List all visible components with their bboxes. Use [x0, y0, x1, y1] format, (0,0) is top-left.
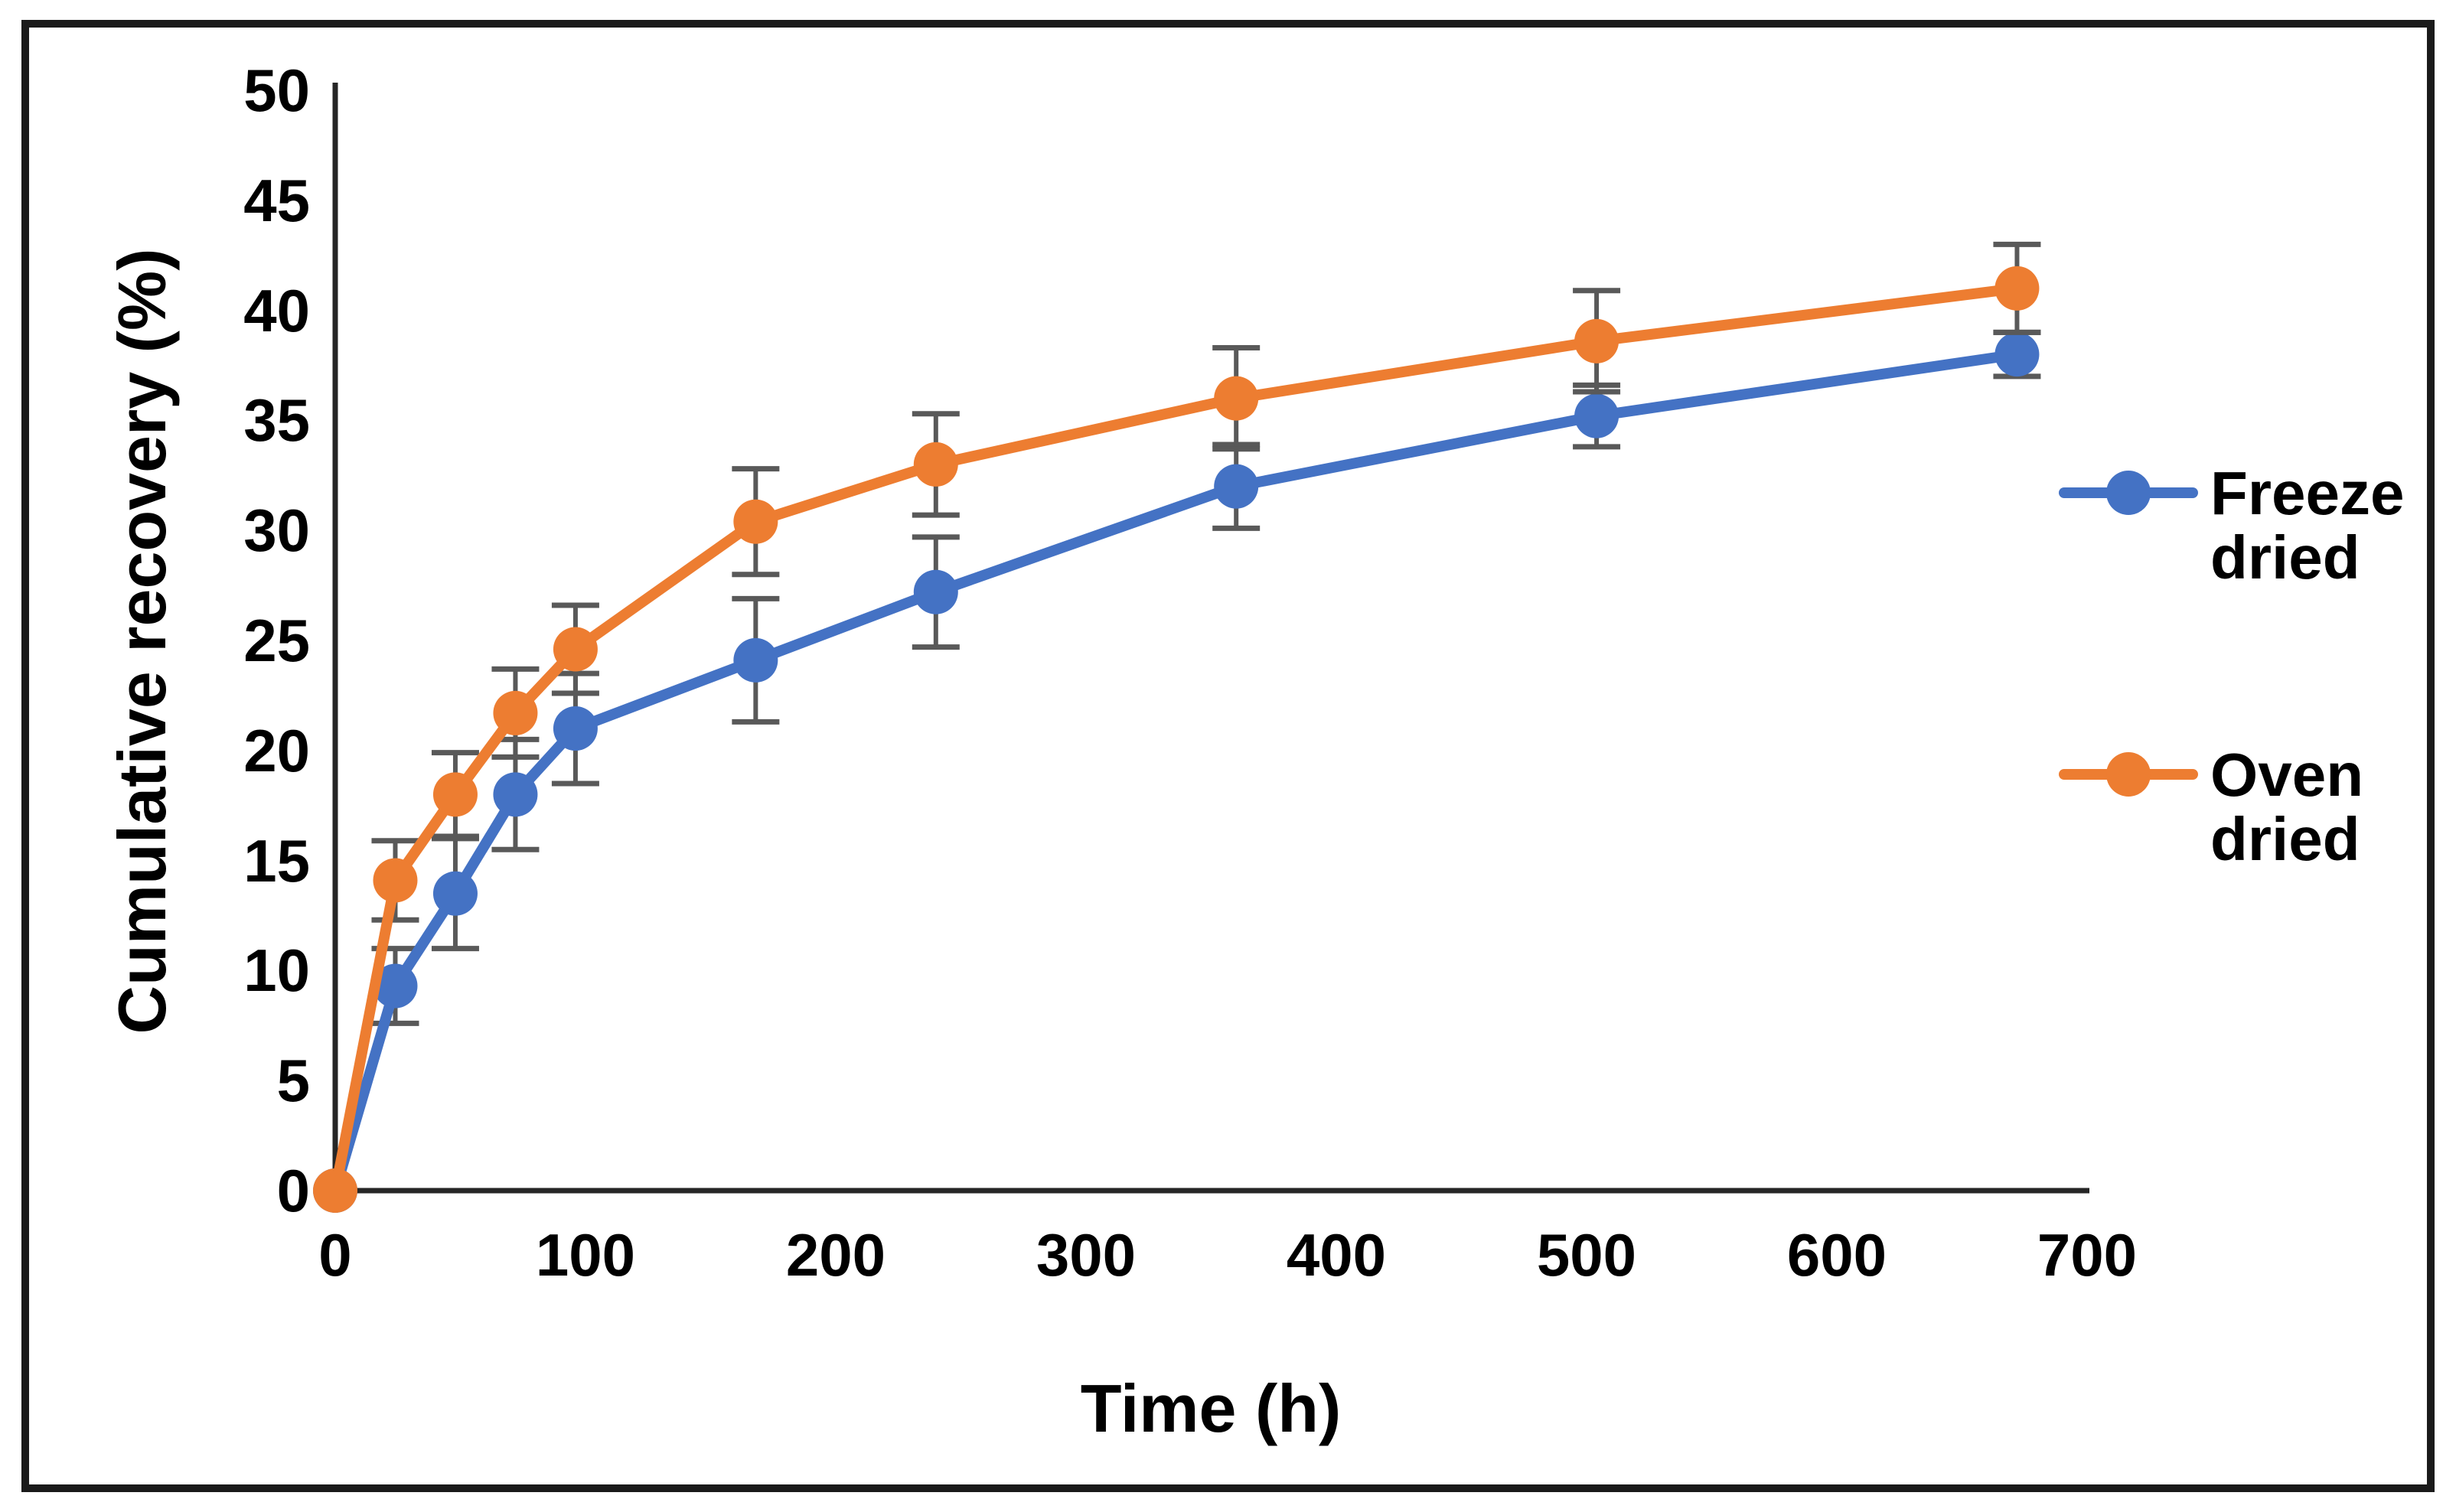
data-point-marker: [1214, 376, 1259, 421]
x-tick-label: 200: [785, 1221, 886, 1289]
data-point-marker: [373, 858, 418, 903]
data-point-marker: [432, 772, 478, 817]
oven-dried-marker-icon: [2059, 743, 2198, 806]
data-point-marker: [1214, 464, 1259, 509]
legend-item-freeze-dried: Freeze dried: [2059, 461, 2456, 590]
y-tick-label: 40: [243, 276, 310, 344]
data-point-marker: [553, 706, 598, 751]
legend-dot-icon: [2106, 752, 2151, 797]
y-tick-label: 20: [243, 716, 310, 784]
freeze-dried-marker-icon: [2059, 461, 2198, 524]
y-tick-label: 10: [243, 937, 310, 1005]
data-point-marker: [493, 772, 538, 817]
data-point-marker: [1574, 393, 1619, 438]
x-axis-title: Time (h): [1080, 1370, 1342, 1446]
y-tick-label: 15: [243, 826, 310, 894]
data-point-marker: [1574, 318, 1619, 363]
data-point-marker: [733, 499, 778, 544]
data-point-marker: [553, 627, 598, 672]
data-point-marker: [493, 690, 538, 735]
x-tick-label: 400: [1286, 1221, 1387, 1289]
legend-label-freeze-dried: Freeze dried: [2210, 459, 2405, 591]
legend-label-oven-dried: Oven dried: [2210, 741, 2364, 873]
figure-border: [21, 20, 2435, 1492]
y-tick-label: 5: [276, 1047, 310, 1115]
oven-dried-series: [313, 241, 2041, 1213]
data-point-marker: [432, 871, 478, 916]
y-tick-label: 0: [276, 1157, 310, 1224]
data-point-marker: [913, 442, 958, 487]
oven-dried-line: [330, 282, 2023, 1196]
legend-item-oven-dried: Oven dried: [2059, 743, 2456, 872]
freeze-dried-markers: [313, 332, 2040, 1213]
data-point-marker: [373, 963, 418, 1009]
data-point-marker: [313, 1168, 357, 1213]
y-tick-label: 30: [243, 497, 310, 565]
freeze-dried-line: [330, 349, 2023, 1196]
data-point-marker: [913, 569, 958, 614]
y-tick-label: 35: [243, 386, 310, 455]
data-point-marker: [733, 637, 778, 683]
y-tick-label: 50: [243, 57, 310, 124]
x-tick-label: 0: [318, 1221, 352, 1289]
legend-dot-icon: [2106, 471, 2151, 515]
x-tick-label: 300: [1036, 1221, 1137, 1289]
x-tick-label: 500: [1536, 1221, 1637, 1289]
y-tick-label: 25: [243, 607, 310, 674]
data-point-marker: [1994, 332, 2040, 377]
y-axis-title: Cumulative recovery (%): [104, 248, 180, 1035]
y-tick-label: 45: [243, 166, 310, 234]
x-tick-label: 100: [535, 1221, 636, 1289]
data-point-marker: [1994, 266, 2040, 311]
x-tick-label: 600: [1786, 1221, 1887, 1289]
x-tick-label: 700: [2037, 1221, 2138, 1289]
oven-dried-markers: [313, 266, 2040, 1213]
